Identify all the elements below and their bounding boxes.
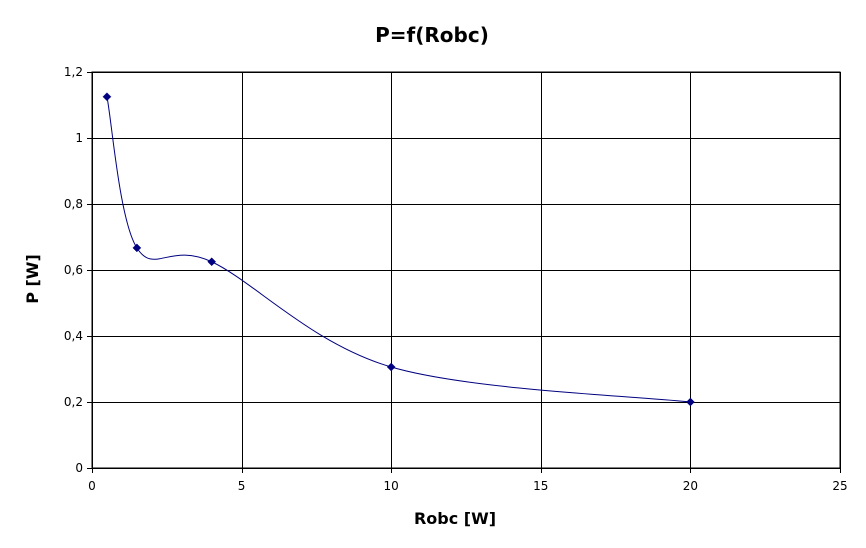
y-tick-label-4: 0,8 (64, 197, 83, 211)
x-tick-label-1: 5 (238, 479, 246, 493)
y-tick-label-3: 0,6 (64, 263, 83, 277)
x-tick-label-2: 10 (384, 479, 399, 493)
y-tick-label-1: 0,2 (64, 395, 83, 409)
data-point-1 (132, 243, 142, 253)
y-tick-label-0: 0 (75, 461, 83, 475)
x-tick-label-4: 20 (683, 479, 698, 493)
data-point-0 (102, 92, 112, 102)
data-point-2 (207, 257, 217, 267)
x-tick-label-0: 0 (88, 479, 96, 493)
series-line (106, 96, 691, 403)
y-tick-label-5: 1 (75, 131, 83, 145)
y-tick-label-2: 0,4 (64, 329, 83, 343)
chart-title: P=f(Robc) (375, 23, 489, 47)
tick-labels: 0 0,2 0,4 0,6 0,8 1 1,2 0 5 10 15 20 25 (64, 65, 848, 493)
x-tick-label-5: 25 (832, 479, 847, 493)
x-axis-title: Robc [W] (414, 509, 496, 528)
x-tick-label-3: 15 (533, 479, 548, 493)
y-tick-label-6: 1,2 (64, 65, 83, 79)
data-point-3 (386, 362, 396, 372)
data-markers (102, 92, 695, 407)
data-point-4 (686, 397, 695, 407)
y-axis-title: P [W] (23, 254, 42, 304)
